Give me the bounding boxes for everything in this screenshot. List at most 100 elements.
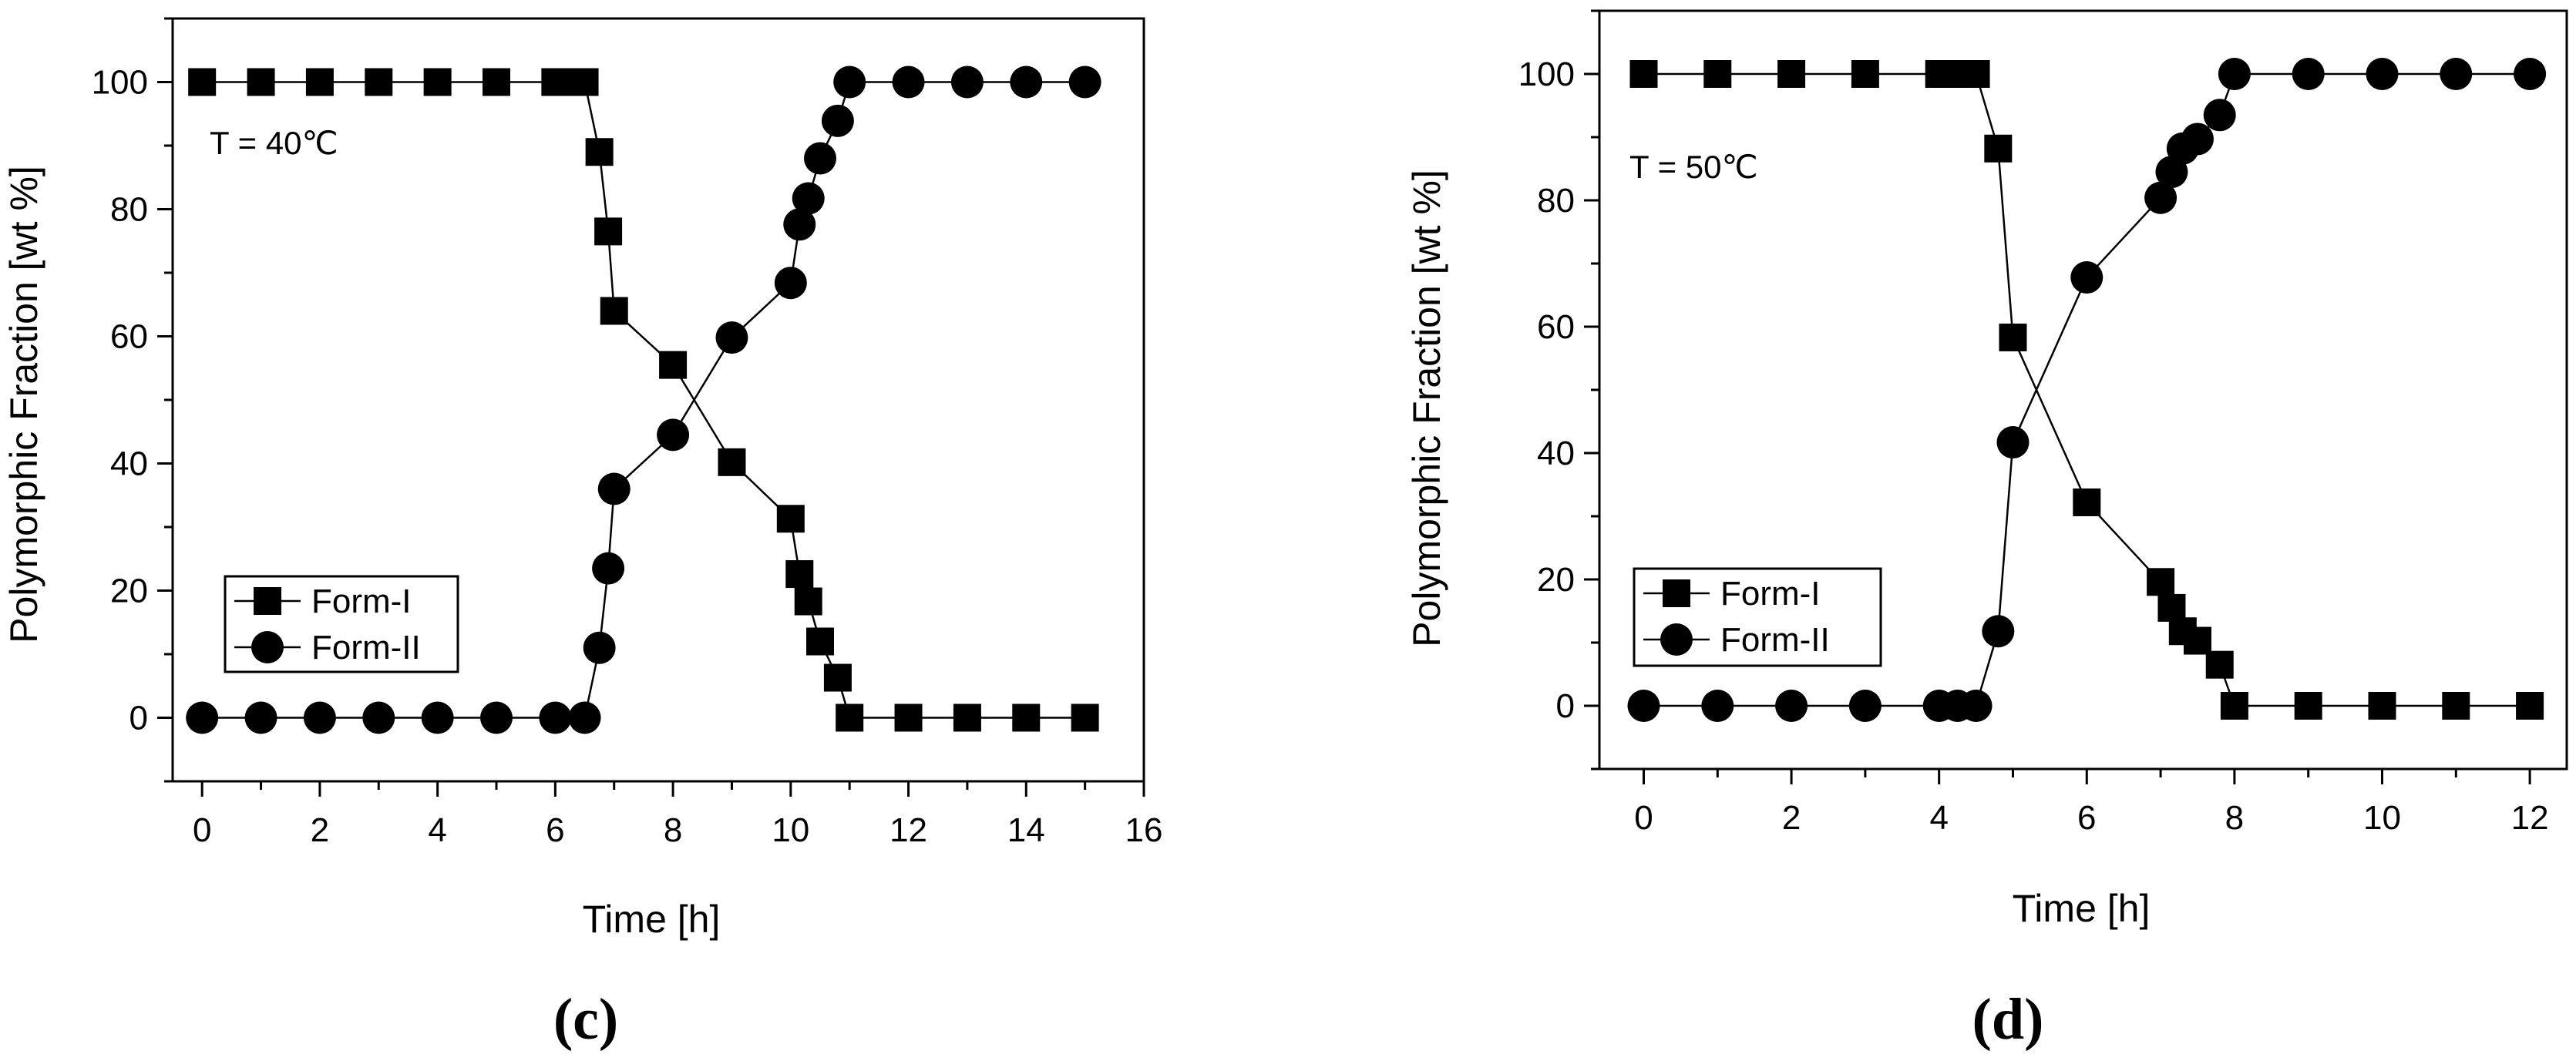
form-i-point	[570, 68, 599, 96]
form-ii-point	[774, 267, 807, 300]
legend: Form-I Form-II	[1633, 567, 1882, 667]
form-ii-point	[792, 182, 825, 215]
form-i-point	[953, 703, 981, 732]
form-ii-point	[2181, 123, 2214, 156]
form-i-point	[1962, 60, 1990, 88]
legend-label: Form-I	[1720, 575, 1821, 613]
y-tick-label: 100	[1518, 55, 1575, 93]
legend-label: Form-II	[311, 629, 421, 666]
form-i-point	[1777, 60, 1806, 88]
y-tick-label: 20	[1537, 561, 1575, 599]
form-i-point	[2368, 692, 2396, 720]
temperature-annotation: T = 40℃	[210, 125, 338, 161]
y-axis-label: Polymorphic Fraction [wt %]	[1405, 170, 1448, 647]
y-tick-label: 20	[110, 572, 148, 610]
form-i-point	[2294, 692, 2322, 720]
y-tick-label: 100	[92, 64, 148, 102]
x-tick-label: 0	[1634, 799, 1653, 837]
form-ii-point	[421, 701, 454, 734]
form-i-point	[659, 351, 688, 379]
form-ii-point	[539, 701, 572, 734]
x-tick-label: 2	[311, 811, 329, 849]
form-ii-point	[821, 104, 854, 137]
x-tick-label: 4	[1929, 799, 1948, 837]
form-ii-point	[1627, 690, 1660, 722]
form-i-point	[1984, 134, 2013, 163]
form-ii-point	[1701, 690, 1734, 722]
form-ii-point	[1982, 615, 2015, 648]
form-i-point	[806, 627, 834, 656]
form-ii-point	[892, 65, 925, 99]
form-i-point	[2442, 692, 2470, 720]
form-ii-point	[186, 701, 219, 734]
panel-label: (c)	[553, 987, 618, 1052]
form-i-point	[776, 505, 805, 533]
x-tick-label: 16	[1125, 811, 1163, 849]
panel-label: (d)	[1972, 987, 2044, 1052]
form-ii-point	[715, 321, 748, 354]
form-i-point	[1012, 703, 1041, 732]
form-i-point	[894, 703, 923, 732]
legend-label: Form-II	[1720, 621, 1830, 659]
legend-square-marker	[1663, 579, 1690, 607]
form-ii-point	[2070, 261, 2104, 294]
form-i-point	[1703, 60, 1732, 88]
form-ii-point	[1996, 426, 2030, 459]
x-tick-label: 6	[2077, 799, 2096, 837]
form-i-point	[2220, 692, 2248, 720]
form-ii-point	[2203, 99, 2236, 132]
legend-square-marker	[254, 587, 281, 615]
legend-circle-marker	[1660, 623, 1693, 656]
y-tick-label: 40	[1537, 435, 1575, 472]
x-tick-label: 6	[546, 811, 564, 849]
x-tick-label: 10	[772, 811, 809, 849]
form-i-point	[718, 448, 746, 476]
form-i-point	[823, 663, 852, 692]
form-i-point	[1071, 703, 1099, 732]
form-i-point	[1629, 60, 1658, 88]
form-ii-point	[303, 701, 336, 734]
form-ii-point	[1848, 690, 1882, 722]
x-tick-label: 0	[193, 811, 211, 849]
y-tick-label: 40	[110, 445, 148, 483]
form-ii-point	[804, 142, 836, 175]
form-ii-point	[592, 552, 625, 585]
x-axis-label: Time [h]	[2013, 887, 2151, 930]
form-i-point	[585, 138, 614, 166]
form-i-point	[2183, 626, 2211, 655]
form-i-point	[794, 587, 822, 616]
form-ii-point	[2292, 58, 2325, 90]
x-tick-label: 8	[2225, 799, 2244, 837]
form-i-point	[365, 68, 393, 96]
y-axis-label: Polymorphic Fraction [wt %]	[2, 166, 45, 643]
form-i-point	[2205, 650, 2234, 679]
x-tick-label: 8	[664, 811, 682, 849]
form-ii-point	[657, 418, 690, 452]
form-ii-point	[1068, 65, 1101, 99]
legend-circle-marker	[251, 631, 284, 663]
form-ii-point	[568, 701, 601, 734]
form-i-point	[2073, 488, 2101, 516]
legend: Form-I Form-II	[224, 575, 459, 673]
x-tick-label: 2	[1782, 799, 1801, 837]
form-ii-point	[597, 472, 631, 505]
form-i-point	[247, 68, 275, 96]
form-i-point	[1851, 60, 1879, 88]
form-ii-point	[1775, 690, 1808, 722]
form-ii-point	[783, 208, 816, 241]
form-i-point	[483, 68, 510, 96]
y-tick-label: 0	[1556, 687, 1575, 725]
form-ii-point	[480, 701, 513, 734]
x-tick-label: 12	[2511, 799, 2549, 837]
x-tick-label: 10	[2363, 799, 2401, 837]
y-tick-label: 80	[110, 191, 148, 229]
form-ii-point	[950, 65, 984, 99]
form-i-point	[2147, 568, 2175, 596]
form-i-point	[2516, 692, 2544, 720]
x-tick-label: 14	[1007, 811, 1045, 849]
form-i-point	[188, 68, 217, 96]
form-i-point	[600, 297, 628, 325]
form-i-point	[594, 217, 623, 246]
chart-panel-d: T = 50℃ Time [h] Polymorphic Fraction [w…	[1405, 9, 2568, 1052]
